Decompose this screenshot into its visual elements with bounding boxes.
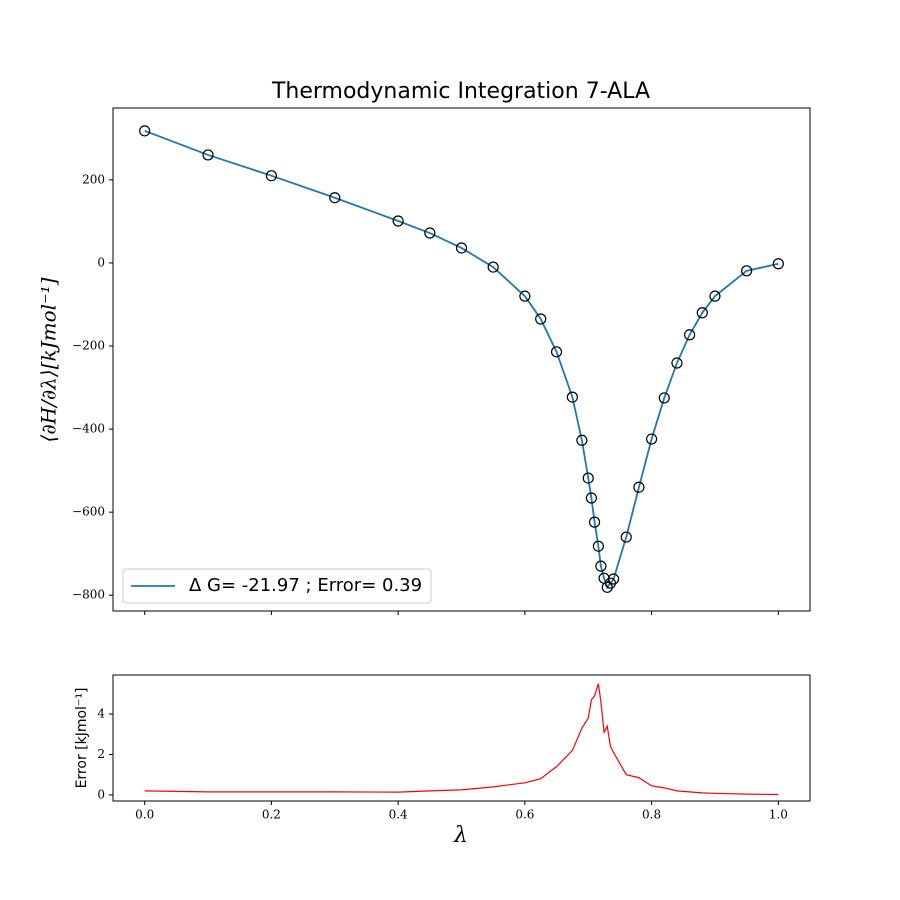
y-tick-label: 0 [97,787,105,801]
x-tick-label: 0.8 [642,808,661,822]
data-point [620,531,632,543]
data-line [144,130,779,590]
data-point [329,192,341,204]
data-point [671,357,683,369]
data-point [566,391,578,403]
legend-label: Δ G= -21.97 ; Error= 0.39 [189,575,422,596]
x-axis-label: λ [453,823,468,848]
chart-title: Thermodynamic Integration 7-ALA [271,79,650,104]
data-point [550,346,563,358]
data-point [684,329,696,341]
data-point [455,242,468,254]
data-point [487,261,499,273]
data-point [585,492,597,504]
data-point [424,227,436,239]
y-axis-label: ⟨∂H/∂λ⟩[kJmol⁻¹] [37,277,61,442]
y-tick-label: −200 [72,339,105,353]
data-point [595,560,607,572]
data-point [741,265,753,277]
x-tick-label: 0.0 [135,808,154,822]
plot-frame [112,107,811,612]
data-point [607,573,620,585]
data-point [772,258,784,270]
data-point [392,215,404,227]
data-point [265,170,278,182]
x-tick-label: 0.6 [515,808,534,822]
data-point [633,481,645,493]
x-tick-label: 1.0 [769,808,788,822]
y-tick-label: −600 [72,505,105,519]
x-tick-label: 0.4 [389,808,408,822]
y-tick-label: 0 [97,255,105,269]
data-point [139,125,151,137]
data-point [588,516,601,528]
y-axis-label: Error [kJmol⁻¹] [74,688,90,789]
data-point [645,433,658,445]
x-tick-label: 0.2 [262,808,281,822]
data-point [535,313,547,325]
data-point [202,149,214,161]
data-point [582,472,594,484]
y-tick-label: −400 [72,422,105,436]
y-tick-label: 200 [82,172,105,186]
y-tick-label: 2 [97,747,105,761]
data-point [519,290,531,302]
y-tick-label: −800 [72,588,105,602]
plot-frame [112,674,811,802]
y-tick-label: 4 [97,707,105,721]
data-point [709,290,721,302]
data-point [658,392,670,404]
data-point [696,307,708,319]
legend-box [122,568,432,604]
data-line [144,683,779,796]
data-point [576,434,588,446]
data-point [592,540,604,552]
